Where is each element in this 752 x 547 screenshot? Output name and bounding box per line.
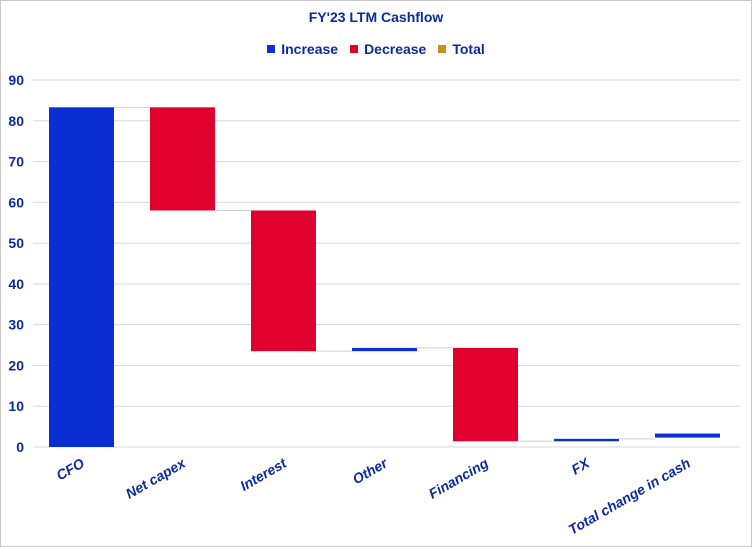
x-category-label: Other [350, 454, 392, 487]
bar-other [352, 347, 417, 352]
y-tick-label: 0 [16, 439, 24, 455]
bar-financing [453, 347, 518, 442]
legend-label-decrease: Decrease [364, 41, 427, 57]
bar-cfo [49, 107, 114, 448]
x-category-label: Interest [237, 454, 290, 494]
legend-label-total: Total [452, 41, 485, 57]
legend-swatch-total [438, 45, 447, 53]
y-tick-label: 70 [8, 154, 24, 170]
x-category-label: CFO [53, 455, 87, 484]
x-category-label: FX [569, 454, 594, 478]
x-category-label: Net capex [123, 454, 189, 502]
legend-swatch-increase [267, 45, 276, 53]
y-tick-label: 40 [8, 276, 24, 292]
legend-item-total: Total [438, 41, 485, 57]
chart-title: FY'23 LTM Cashflow [308, 9, 444, 25]
y-tick-label: 10 [8, 398, 24, 414]
y-tick-label: 20 [8, 357, 24, 373]
legend-item-increase: Increase [267, 41, 338, 57]
bar-fx [554, 438, 619, 442]
legend-item-decrease: Decrease [350, 41, 426, 57]
y-tick-label: 50 [8, 235, 24, 251]
y-tick-label: 30 [8, 317, 24, 333]
y-tick-label: 80 [8, 113, 24, 129]
bar-total-change-in-cash [655, 433, 720, 438]
legend-label-increase: Increase [281, 41, 339, 57]
x-category-label: Financing [426, 455, 492, 502]
legend-swatch-decrease [350, 45, 359, 53]
bar-net-capex [150, 107, 215, 211]
chart-legend: Increase Decrease Total [0, 41, 752, 57]
bar-interest [251, 210, 316, 352]
y-tick-label: 90 [8, 72, 24, 88]
y-tick-label: 60 [8, 194, 24, 210]
